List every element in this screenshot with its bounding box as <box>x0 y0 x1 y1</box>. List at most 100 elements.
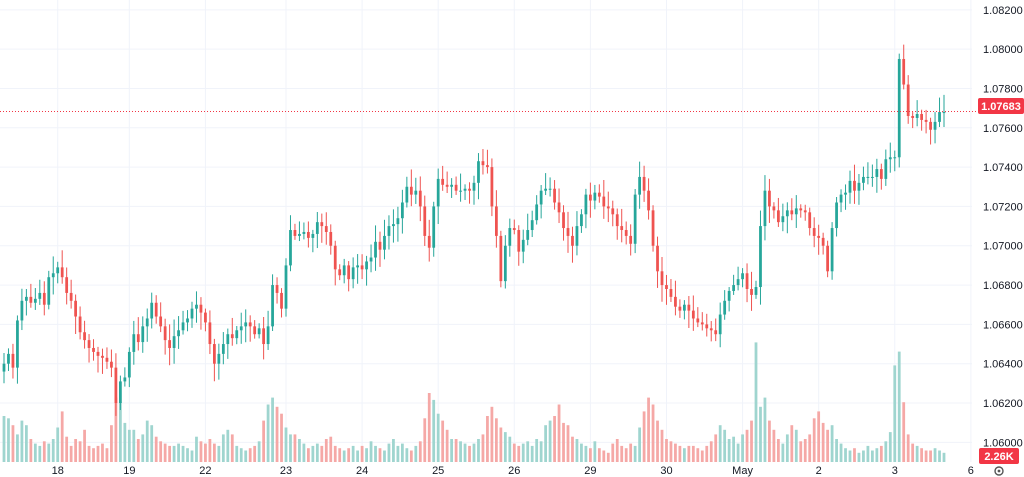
candle-body <box>857 182 861 191</box>
candle-body <box>33 298 37 303</box>
volume-bar <box>486 416 489 462</box>
volume-label: 2.26K <box>984 451 1013 463</box>
candle-body <box>83 332 86 341</box>
candle-body <box>705 324 709 329</box>
candle-body <box>727 290 731 301</box>
volume-bar <box>342 450 346 462</box>
candle-body <box>665 285 668 289</box>
volume-bar <box>320 445 324 462</box>
candle-body <box>436 178 440 207</box>
volume-bar <box>544 425 548 462</box>
candle-body <box>490 167 494 207</box>
candle-body <box>544 188 548 191</box>
volume-bar <box>65 436 69 462</box>
candle-body <box>817 235 821 238</box>
volume-bar <box>530 445 534 462</box>
volume-bar <box>808 434 812 462</box>
candle-body <box>750 288 753 295</box>
volume-bar <box>221 434 225 462</box>
volume-bar <box>678 445 682 462</box>
volume-bar <box>472 443 476 462</box>
candle-body <box>69 292 73 301</box>
candle-body <box>163 326 167 341</box>
candle-body <box>772 206 776 211</box>
candle-body <box>378 241 382 250</box>
volume-bar <box>839 443 843 462</box>
candle-body <box>812 228 816 236</box>
volume-bar <box>799 441 803 462</box>
candle-body <box>629 235 633 244</box>
volume-bar <box>521 443 525 462</box>
volume-bar <box>396 445 400 462</box>
volume-bar <box>557 404 561 462</box>
volume-bar <box>647 397 650 462</box>
volume-bar <box>911 443 915 462</box>
volume-bar <box>803 439 807 462</box>
volume-bar <box>181 445 185 462</box>
volume-bar <box>204 443 207 462</box>
candle-body <box>472 182 476 191</box>
candle-body <box>347 265 351 280</box>
volume-bar <box>257 441 261 462</box>
candle-body <box>65 277 69 293</box>
candle-body <box>638 176 642 195</box>
volume-bar <box>387 443 391 462</box>
x-tick-label: 3 <box>892 465 898 477</box>
volume-bar <box>159 441 163 462</box>
candle-body <box>682 304 686 311</box>
candle-body <box>333 245 337 270</box>
gear-icon[interactable] <box>994 466 1004 476</box>
candle-body <box>732 285 736 291</box>
candle-body <box>427 235 431 248</box>
volume-bar <box>24 425 28 462</box>
volume-bar <box>588 448 592 462</box>
volume-bar <box>812 418 816 462</box>
volume-bar <box>69 445 73 462</box>
candle-body <box>879 169 883 179</box>
candle-body <box>736 279 740 286</box>
candle-body <box>365 261 368 270</box>
candle-body <box>593 192 597 201</box>
candle-body <box>526 230 530 240</box>
volume-bar <box>450 439 454 462</box>
candle-body <box>642 176 646 191</box>
candle-body <box>870 176 874 178</box>
volume-bar <box>562 422 565 462</box>
volume-bar <box>924 450 928 462</box>
volume-bar <box>427 393 431 462</box>
candle-body <box>656 245 659 272</box>
volume-bar <box>186 448 189 462</box>
volume-bar <box>74 439 78 462</box>
time-axis[interactable]: 18 19 22 23 24 25 26 29 30 May 2 3 6 <box>52 465 974 477</box>
x-tick-label: 22 <box>199 465 211 477</box>
candle-body <box>127 351 131 378</box>
volume-bar <box>324 439 328 462</box>
volume-bar <box>575 439 579 462</box>
volume-bar <box>239 448 243 462</box>
candle-body <box>20 300 24 321</box>
candle-body <box>741 273 744 280</box>
candle-body <box>503 245 507 282</box>
volume-bar <box>463 443 467 462</box>
candle-body <box>217 353 221 364</box>
candle-body <box>38 292 42 299</box>
candle-body <box>754 287 758 295</box>
volume-bar <box>566 425 570 462</box>
candle-body <box>911 115 915 118</box>
volume-bar <box>826 429 830 462</box>
volume-bar <box>866 445 870 462</box>
price-axis[interactable]: 1.08200 1.08000 1.07800 1.07600 1.07400 1.072… <box>983 5 1023 450</box>
candle-body <box>29 296 33 303</box>
candle-body <box>848 180 852 193</box>
candle-body <box>145 318 149 327</box>
volume-bar <box>118 402 122 462</box>
candle-body <box>280 292 283 309</box>
volume-bar <box>906 434 910 462</box>
candle-body <box>651 210 655 246</box>
volume-bar <box>315 443 319 462</box>
volume-bar <box>226 429 230 462</box>
candle-body <box>906 84 910 116</box>
volume-bar <box>369 441 373 462</box>
